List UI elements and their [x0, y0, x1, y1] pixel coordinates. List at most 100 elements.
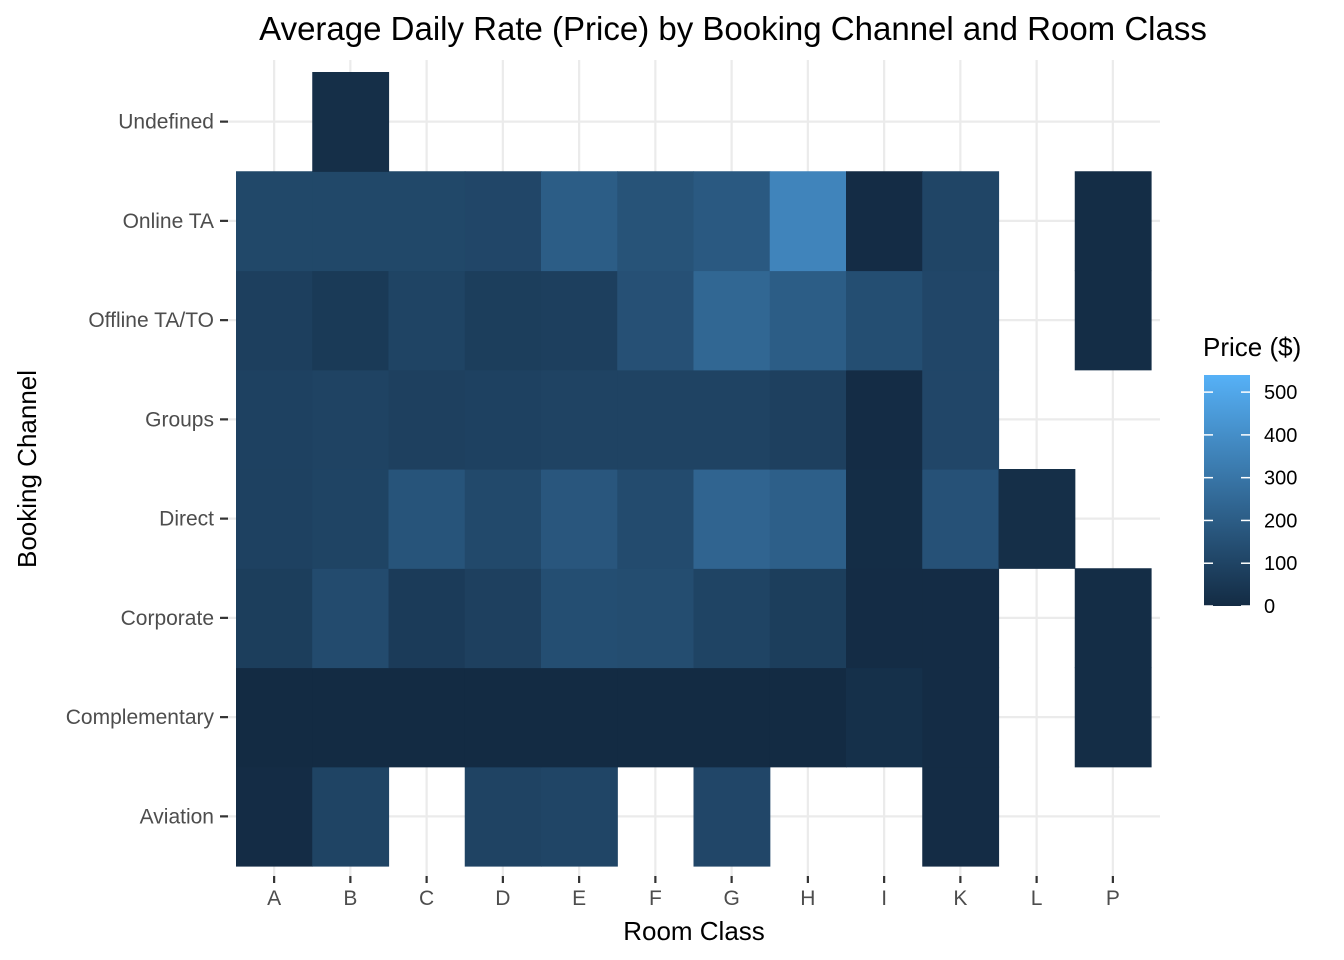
heatmap-cell [693, 667, 771, 768]
y-tick-label: Aviation [140, 805, 214, 828]
heatmap-cell [769, 171, 847, 272]
heatmap-cell [922, 171, 1000, 272]
heatmap-cell [236, 667, 313, 768]
heatmap-cell [312, 469, 390, 569]
y-tick-label: Corporate [121, 607, 214, 630]
y-tick-label: Offline TA/TO [88, 309, 214, 332]
x-tick-label: E [572, 887, 586, 910]
y-tick-label: Groups [145, 408, 214, 431]
heatmap-cell [617, 171, 695, 272]
legend-tick-label: 0 [1264, 596, 1275, 618]
y-tick-label: Complementary [66, 706, 215, 729]
heatmap-cell [769, 369, 847, 470]
heatmap-cell [846, 667, 923, 768]
legend-colorbar [1204, 375, 1250, 606]
x-tick-label: H [800, 887, 815, 910]
x-tick-label: B [343, 887, 357, 910]
heatmap-cell [388, 469, 466, 569]
x-tick-label: L [1031, 887, 1043, 910]
heatmap-cell [617, 369, 695, 470]
x-tick-label: K [953, 887, 967, 910]
heatmap-cell [312, 369, 390, 470]
heatmap-cell [312, 171, 390, 272]
heatmap-cell [464, 568, 542, 669]
heatmap-cell [312, 72, 390, 172]
heatmap-cell [312, 568, 390, 669]
heatmap-cell [846, 369, 923, 470]
heatmap-cell [769, 469, 847, 569]
heatmap-cell [769, 667, 847, 768]
heatmap-cell [388, 568, 466, 669]
heatmap-cell [1074, 568, 1152, 669]
heatmap-cell [236, 766, 313, 867]
heatmap-cell [922, 270, 1000, 371]
legend-title: Price ($) [1203, 332, 1301, 362]
heatmap-cell [236, 469, 313, 569]
heatmap-cell [236, 171, 313, 272]
heatmap-cell [617, 568, 695, 669]
legend-tick-label: 300 [1264, 468, 1297, 490]
heatmap-cell [541, 171, 618, 272]
heatmap-cell [388, 171, 466, 272]
heatmap-cell [464, 270, 542, 371]
heatmap-cell [312, 766, 390, 867]
heatmap-cell [388, 667, 466, 768]
heatmap-cell [846, 171, 923, 272]
heatmap-cell [541, 766, 618, 867]
heatmap-cell [236, 270, 313, 371]
heatmap-cell [1074, 270, 1152, 371]
heatmap-cell [388, 369, 466, 470]
heatmap-cell [693, 369, 771, 470]
heatmap-cell [1074, 667, 1152, 768]
legend-tick-label: 200 [1264, 510, 1297, 532]
heatmap-cell [464, 667, 542, 768]
heatmap-cell [617, 270, 695, 371]
heatmap-cell [617, 469, 695, 569]
heatmap-cell [541, 270, 618, 371]
y-axis-title: Booking Channel [12, 370, 42, 568]
legend-ticks: 0 100 200 300 400 500 [1204, 382, 1297, 618]
heatmap-cell [312, 270, 390, 371]
x-tick-label: C [419, 887, 434, 910]
heatmap-cell [922, 766, 1000, 867]
heatmap-cell [922, 469, 1000, 569]
heatmap-cell [846, 469, 923, 569]
heatmap-cell [693, 270, 771, 371]
chart-title: Average Daily Rate (Price) by Booking Ch… [259, 10, 1207, 47]
legend: Price ($) 0 100 200 300 400 500 [1203, 332, 1301, 618]
y-tick-label: Direct [159, 508, 214, 531]
heatmap-cell [541, 469, 618, 569]
heatmap-cell [1074, 171, 1152, 272]
x-tick-label: A [267, 887, 281, 910]
heatmap-cell [693, 568, 771, 669]
heatmap-cell [464, 469, 542, 569]
heatmap-cell [617, 667, 695, 768]
heatmap-cell [464, 369, 542, 470]
heatmap-cell [769, 270, 847, 371]
x-tick-label: P [1106, 887, 1120, 910]
heatmap-cell [998, 469, 1076, 569]
legend-tick-label: 100 [1264, 553, 1297, 575]
legend-tick-label: 400 [1264, 425, 1297, 447]
y-axis: Aviation Complementary Corporate Direct Grou… [66, 111, 228, 828]
x-tick-label: G [723, 887, 739, 910]
y-tick-label: Online TA [123, 210, 214, 233]
heatmap-cell [236, 568, 313, 669]
x-axis-title: Room Class [623, 916, 765, 946]
heatmap-cell [922, 568, 1000, 669]
heatmap-cell [464, 766, 542, 867]
legend-tick-label: 500 [1264, 382, 1297, 404]
heatmap-cell [693, 766, 771, 867]
heatmap-cell [464, 171, 542, 272]
heatmap-cell [693, 469, 771, 569]
heatmap-cell [312, 667, 390, 768]
heatmap-cell [846, 568, 923, 669]
heatmap-cell [846, 270, 923, 371]
x-tick-label: F [649, 887, 662, 910]
heatmap-cell [922, 369, 1000, 470]
x-tick-label: D [495, 887, 510, 910]
heatmap-cell [541, 568, 618, 669]
heatmap-cells [236, 72, 1152, 867]
